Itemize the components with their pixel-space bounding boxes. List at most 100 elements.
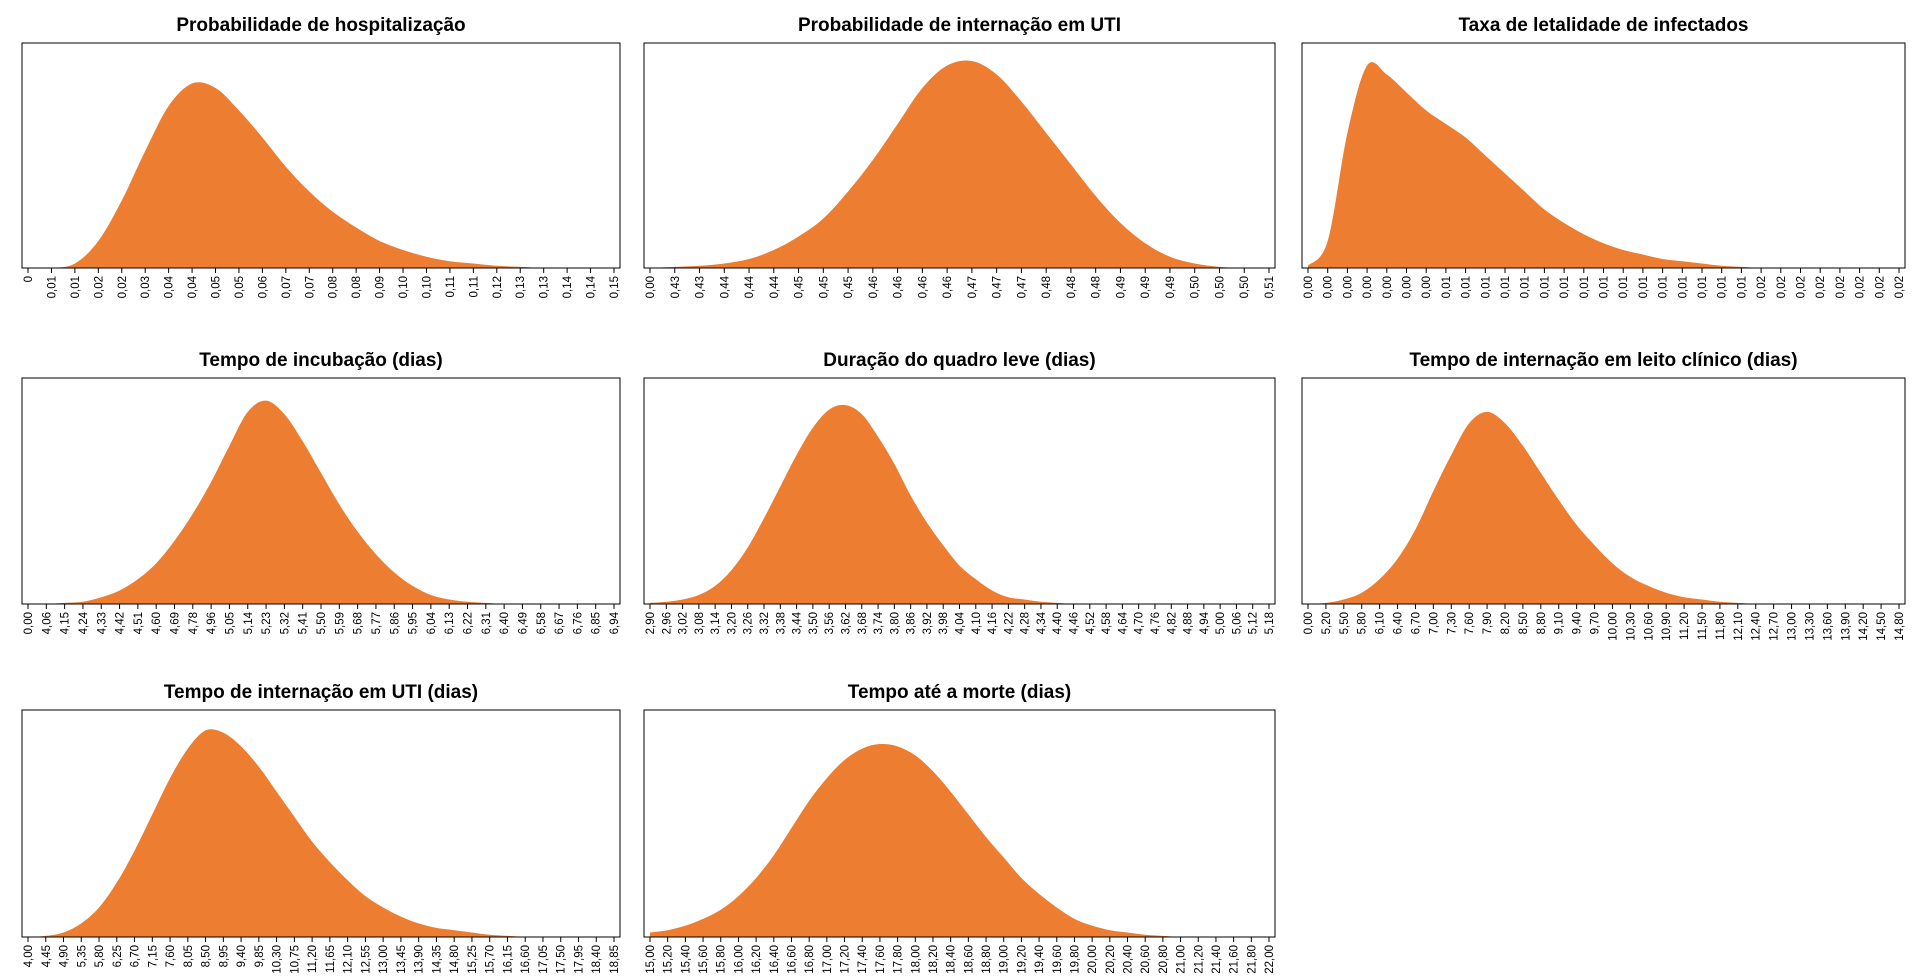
density-area: [1308, 62, 1899, 269]
x-tick-label: 18,40: [591, 945, 603, 974]
x-tick-label: 20,80: [1158, 945, 1170, 974]
x-tick-label: 6,76: [572, 612, 584, 634]
x-tick-label: 5,80: [1357, 612, 1369, 634]
x-tick-label: 0,01: [1717, 276, 1729, 298]
x-tick-label: 0,49: [1165, 276, 1177, 298]
x-tick-label: 5,00: [1215, 612, 1227, 634]
x-tick-label: 0,43: [695, 276, 707, 298]
x-tick-label: 0,46: [917, 276, 929, 298]
x-tick-label: 0,01: [1638, 276, 1650, 298]
x-tick-label: 4,82: [1166, 612, 1178, 634]
x-tick-label: 0,01: [46, 276, 58, 298]
plot-frame: [643, 42, 1276, 269]
x-tick-label: 0,49: [1115, 276, 1127, 298]
panel: Tempo até a morte (dias) 15,00 15,20 15,40 1…: [643, 682, 1276, 974]
x-tick-label: 18,00: [910, 945, 922, 974]
x-tick-label: 3,50: [808, 612, 820, 634]
x-tick-label: 4,58: [1101, 612, 1113, 634]
x-tick-label: 15,80: [716, 945, 728, 974]
density-area: [28, 400, 614, 605]
x-tick-label: 13,00: [1787, 612, 1799, 641]
x-tick-label: 7,00: [1428, 612, 1440, 634]
chart-title: Probabilidade de hospitalização: [176, 15, 465, 36]
x-tick-label: 15,70: [485, 945, 497, 974]
x-tick-label: 10,30: [272, 945, 284, 974]
x-tick-label: 3,26: [743, 612, 755, 634]
x-tick-label: 0,00: [645, 276, 657, 298]
x-tick-label: 4,42: [115, 612, 127, 634]
x-tick-label: 6,58: [536, 612, 548, 634]
chart-title: Taxa de letalidade de infectados: [1458, 15, 1748, 36]
chart-title: Tempo de internação em leito clínico (di…: [1409, 350, 1797, 371]
x-tick-label: 16,20: [751, 945, 763, 974]
x-tick-label: 3,02: [678, 612, 690, 634]
x-tick-label: 0,01: [1461, 276, 1473, 298]
x-tick-label: 0,01: [1618, 276, 1630, 298]
x-tick-label: 5,68: [353, 612, 365, 634]
x-tick-label: 6,22: [463, 612, 475, 634]
x-tick-label: 3,56: [824, 612, 836, 634]
x-tick-label: 16,60: [520, 945, 532, 974]
x-tick-label: 9,85: [254, 945, 266, 967]
chart-title: Probabilidade de internação em UTI: [798, 15, 1121, 36]
x-tick-label: 7,15: [147, 945, 159, 967]
x-tick-label: 4,00: [23, 945, 35, 967]
x-tick-label: 5,50: [316, 612, 328, 634]
x-tick-label: 0,50: [1190, 276, 1202, 298]
x-tick-label: 4,33: [96, 612, 108, 634]
x-tick-label: 3,86: [906, 612, 918, 634]
x-tick-label: 12,70: [1769, 612, 1781, 641]
x-tick-label: 6,70: [130, 945, 142, 967]
x-tick-label: 0,01: [1520, 276, 1532, 298]
x-tick-label: 0,01: [1599, 276, 1611, 298]
plot-frame: [643, 377, 1276, 605]
x-tick-label: 17,40: [857, 945, 869, 974]
density-area: [1308, 411, 1899, 605]
plot-frame: [21, 377, 621, 605]
x-tick-label: 0,06: [257, 276, 269, 298]
x-tick-label: 3,68: [857, 612, 869, 634]
x-tick-label: 0,46: [868, 276, 880, 298]
x-tick-label: 13,00: [378, 945, 390, 974]
x-tick-label: 0,44: [769, 275, 781, 298]
x-tick-label: 18,80: [981, 945, 993, 974]
x-tick-label: 13,60: [1822, 612, 1834, 641]
x-tick-label: 0,02: [1874, 276, 1886, 298]
x-tick-label: 0,47: [1016, 276, 1028, 298]
x-tick-label: 5,20: [1321, 612, 1333, 634]
x-tick-label: 0,02: [1894, 276, 1906, 298]
x-tick-label: 0,00: [1303, 612, 1315, 634]
x-tick-label: 13,30: [1804, 612, 1816, 641]
x-tick-label: 19,40: [1034, 945, 1046, 974]
x-tick-label: 3,92: [922, 612, 934, 634]
x-tick-label: 6,70: [1410, 612, 1422, 634]
x-tick-label: 17,95: [573, 945, 585, 974]
x-tick-label: 0,11: [468, 276, 480, 298]
x-tick-label: 5,05: [224, 612, 236, 634]
x-tick-label: 5,12: [1248, 612, 1260, 634]
x-tick-label: 8,95: [218, 945, 230, 967]
x-tick-label: 0,15: [609, 276, 621, 298]
chart-title: Tempo até a morte (dias): [848, 682, 1071, 703]
x-tick-label: 20,60: [1140, 945, 1152, 974]
x-tick-label: 4,45: [41, 945, 53, 967]
x-tick-label: 20,00: [1087, 945, 1099, 974]
x-tick-label: 0,07: [304, 276, 316, 298]
x-tick-label: 16,00: [733, 945, 745, 974]
x-tick-label: 0,01: [1736, 276, 1748, 298]
x-tick-label: 4,94: [1199, 611, 1211, 634]
x-tick-label: 4,22: [1003, 612, 1015, 634]
x-tick-label: 6,25: [112, 945, 124, 967]
x-tick-label: 0,49: [1140, 276, 1152, 298]
x-tick-label: 0,01: [1677, 276, 1689, 298]
x-tick-label: 0,02: [1776, 276, 1788, 298]
x-tick-label: 0,11: [445, 276, 457, 298]
x-tick-label: 20,20: [1105, 945, 1117, 974]
x-tick-label: 4,24: [78, 611, 90, 634]
density-area: [650, 60, 1269, 269]
x-tick-label: 6,85: [591, 612, 603, 634]
x-tick-label: 21,40: [1211, 945, 1223, 974]
x-tick-label: 11,20: [1679, 612, 1691, 640]
x-tick-label: 0,47: [992, 276, 1004, 298]
x-tick-label: 5,18: [1264, 612, 1276, 634]
